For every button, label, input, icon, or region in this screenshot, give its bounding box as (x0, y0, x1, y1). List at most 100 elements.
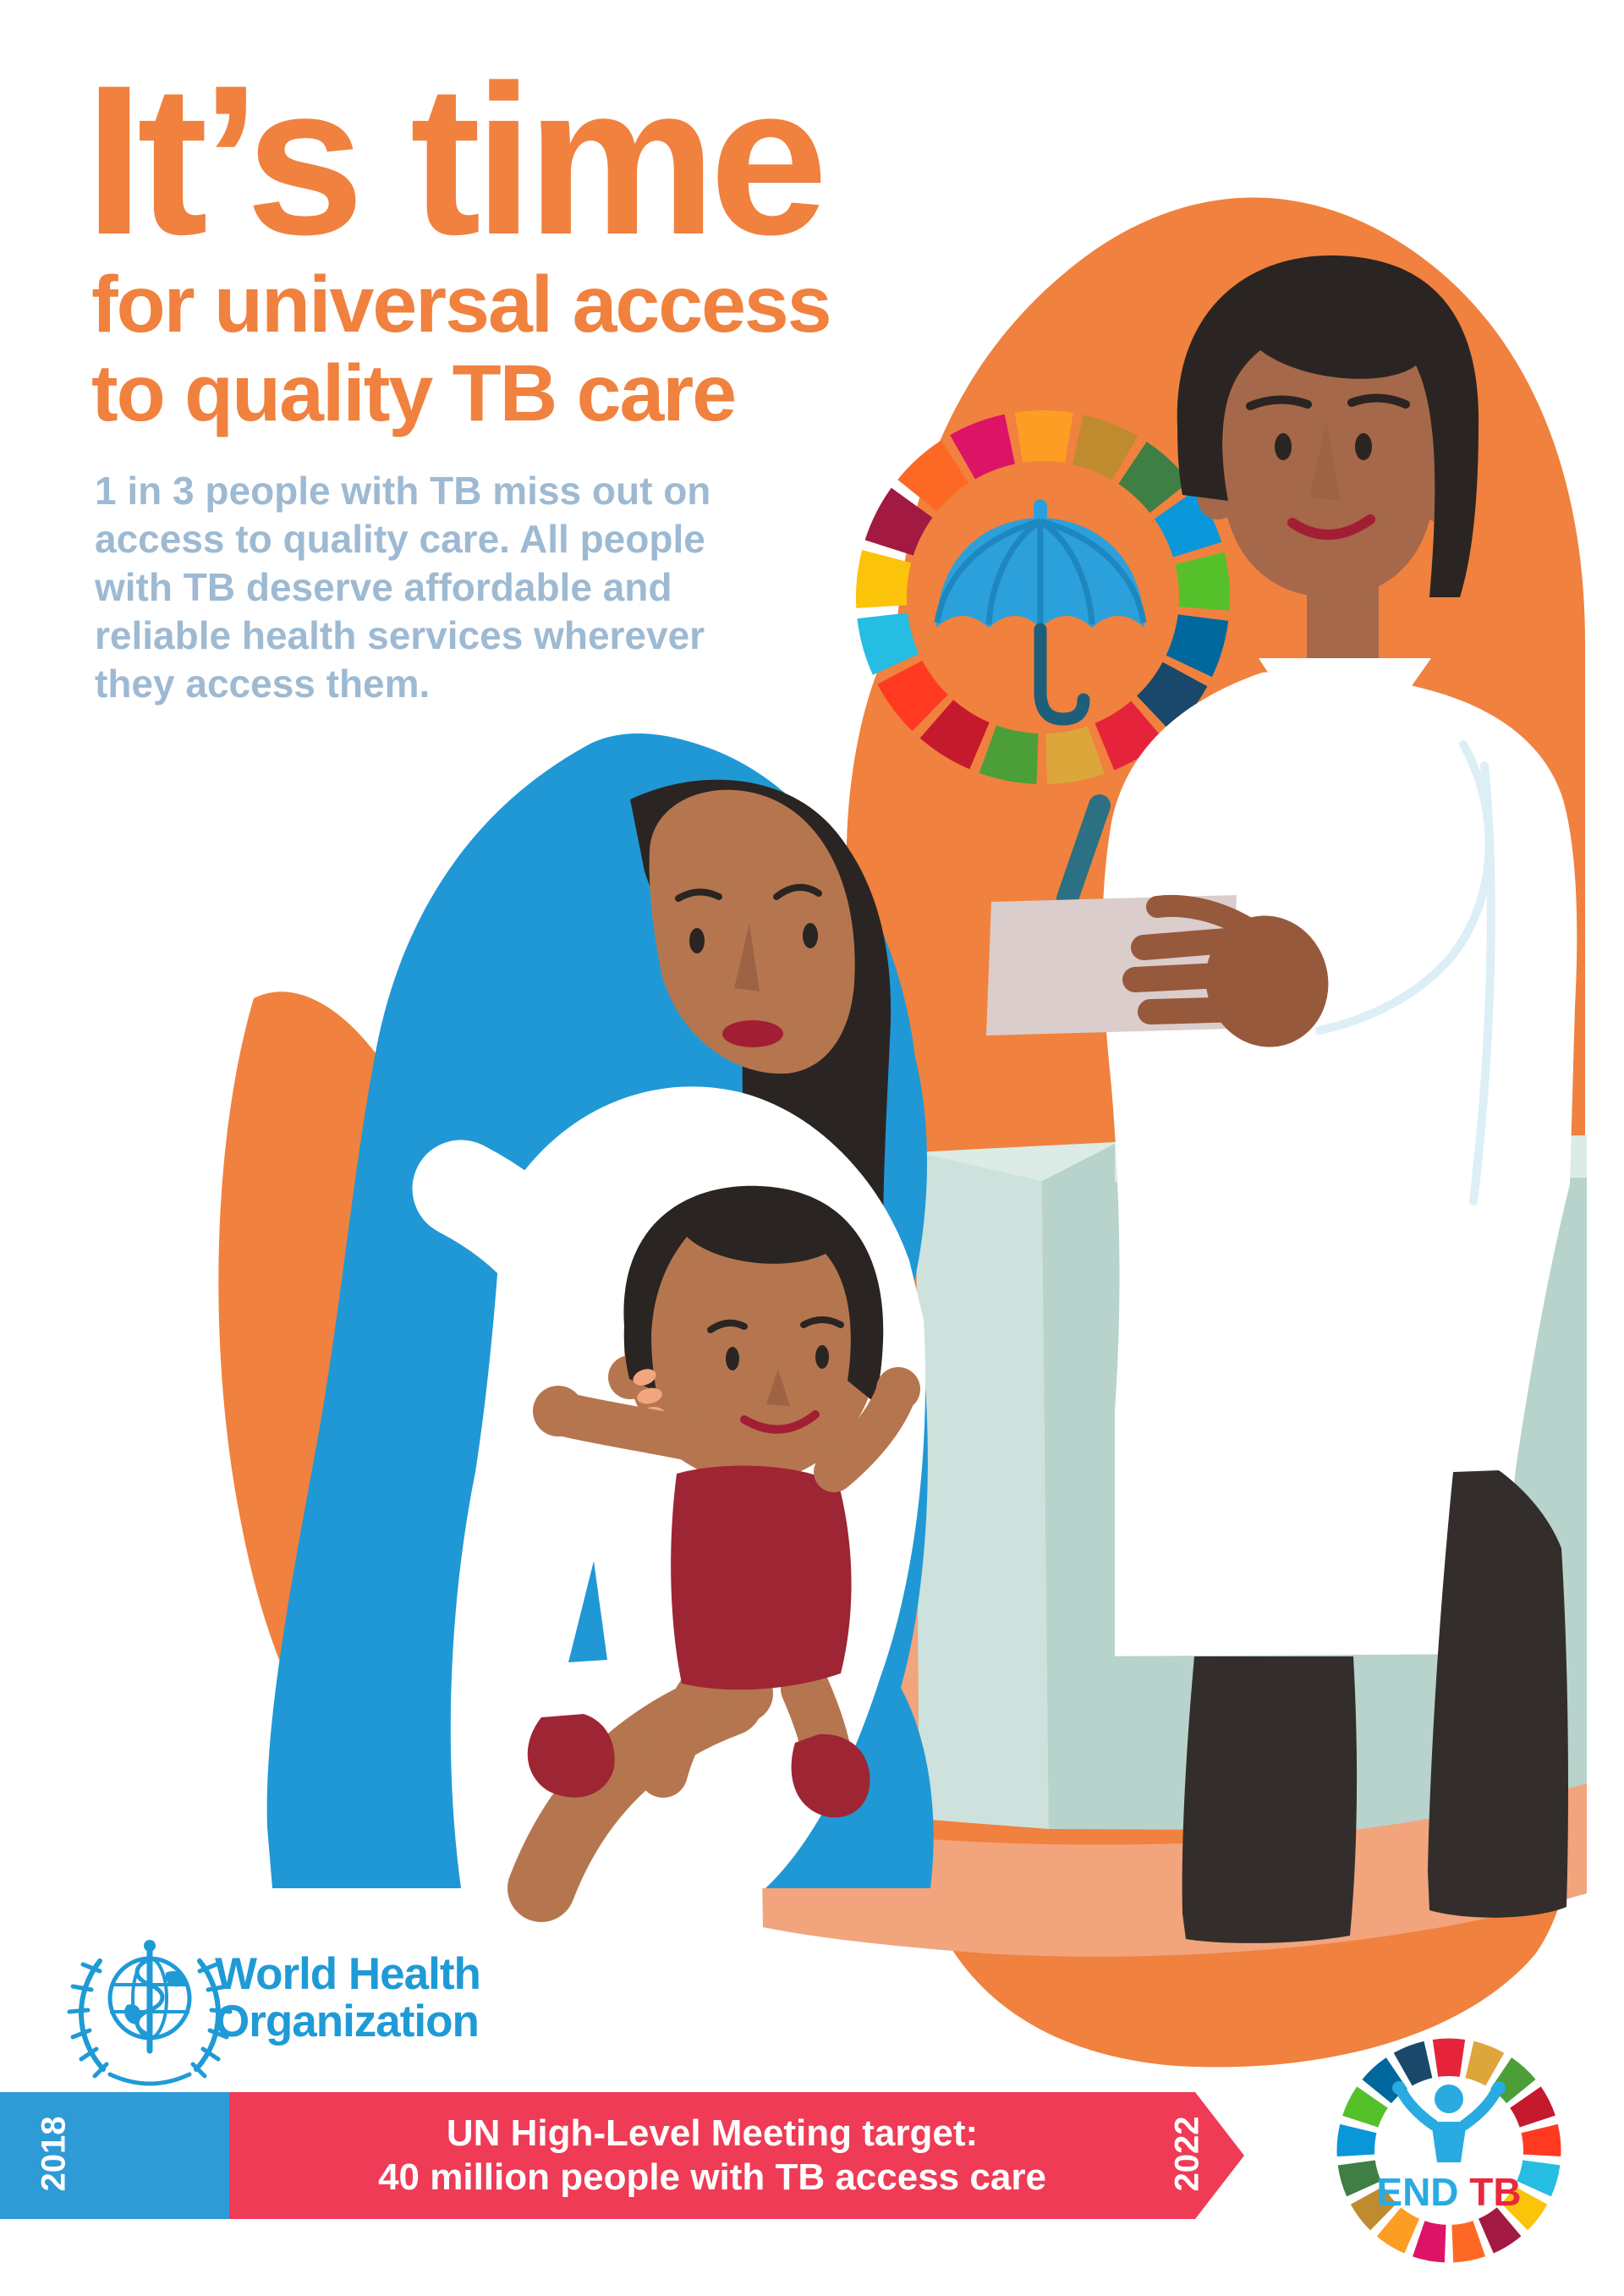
baby-nose (766, 1369, 790, 1406)
sdg-segment (1520, 2123, 1561, 2157)
who-emblem-icon (67, 1940, 233, 2086)
baby-hand-left (533, 1386, 584, 1436)
sdg-segment (1072, 415, 1138, 481)
sdg-segment (1175, 552, 1230, 611)
body-paragraph: 1 in 3 people with TB miss out on access… (95, 469, 711, 706)
sdg-segment (855, 550, 912, 608)
sdg-segment (1478, 2206, 1522, 2254)
endtb-wheel-icon (1336, 2038, 1561, 2263)
baby-hair (623, 1185, 884, 1403)
doctor-eye-right (1355, 433, 1372, 460)
who-wreath-left (67, 1958, 109, 2079)
endtb-person-icon (1392, 2081, 1506, 2162)
endtb-logo (1336, 2038, 1561, 2263)
umbrella-icon (934, 499, 1147, 726)
mother-sleeve-notch (568, 1561, 607, 1662)
sdg-segment (950, 414, 1016, 480)
sdg-segment (1451, 2220, 1486, 2263)
baby-leg-left (639, 1661, 732, 1798)
sdg-segment (1464, 2041, 1505, 2087)
banner-start-year: 2018 (35, 2116, 73, 2192)
sdg-segment (1509, 2086, 1555, 2128)
sdg-segment (1393, 2041, 1434, 2087)
mother-nose (734, 924, 760, 991)
mother-eyebrows (675, 884, 822, 902)
sdg-segment (864, 487, 933, 557)
baby-bootie-left (527, 1714, 615, 1798)
sdg-segment (1045, 725, 1105, 784)
pen-icon (1056, 794, 1111, 909)
baby-eye-left (726, 1347, 739, 1370)
baby-eye-right (815, 1345, 829, 1369)
health-worker-illustration (986, 255, 1577, 1943)
sdg-segment (1014, 410, 1073, 464)
sdg-segment (1413, 2220, 1447, 2263)
who-wreath-right (190, 1958, 233, 2079)
banner-red-arrow (229, 2092, 1244, 2219)
umbrella-ribs (934, 518, 1147, 626)
sdg-segment (1432, 2038, 1466, 2078)
exam-table-front-face (916, 1152, 1049, 1829)
baby-hand-right (876, 1367, 920, 1411)
sdg-wheel-icon (855, 410, 1230, 784)
sdg-segment (1117, 442, 1190, 514)
sdg-segment (1342, 2086, 1389, 2128)
doctor-leg-left (1182, 1656, 1358, 1943)
endtb-wordmark: END TB (1376, 2169, 1521, 2215)
sdg-segment (857, 612, 919, 675)
banner-target-line2: 40 million people with TB access care (378, 2156, 1046, 2198)
doctor-nose (1309, 423, 1341, 501)
sdg-segment (1336, 2123, 1378, 2157)
mother-eye-left (689, 928, 705, 953)
who-text-line1: World Health (215, 1949, 481, 1999)
baby-eyebrows (707, 1316, 844, 1333)
floor-salmon (761, 1783, 1587, 1957)
endtb-end-label: END (1376, 2170, 1459, 2214)
sdg-segment (919, 699, 990, 770)
baby-hair-curl (743, 1189, 770, 1262)
mother-sleeve (412, 1140, 657, 1697)
mother-eye-right (803, 923, 818, 948)
mother-face (649, 789, 855, 1074)
sdg-segment (1166, 613, 1229, 678)
exam-table-front (916, 1144, 1115, 1829)
doctor-eye-left (1275, 433, 1292, 460)
banner-target-line1: UN High-Level Meeting target: (446, 2112, 979, 2154)
doctor-hair (1177, 255, 1479, 597)
umbrella-handle (1034, 623, 1090, 726)
mother-lips (722, 1020, 783, 1047)
baby-romper (671, 1465, 852, 1690)
sdg-segment (1094, 700, 1165, 771)
doctor-coat-folds (1315, 740, 1495, 1206)
doctor-smile (1287, 514, 1375, 541)
sdg-segment (1154, 489, 1222, 558)
who-text-line2: Organization (215, 1997, 480, 2046)
doctor-eyebrows (1246, 393, 1410, 410)
doctor-leg-right (1428, 1470, 1568, 1918)
sdg-segment (897, 440, 969, 513)
banner-end-year: 2022 (1168, 2116, 1206, 2192)
banner-target-text: UN High-Level Meeting target: 40 million… (229, 2112, 1195, 2200)
sdg-segment (1337, 2159, 1382, 2197)
baby-smile (740, 1410, 820, 1434)
sdg-segment (979, 725, 1040, 784)
endtb-tb-label: TB (1469, 2170, 1522, 2214)
subtitle-line2: to quality TB care (91, 348, 737, 438)
baby-illustration (527, 1185, 920, 1818)
sdg-segment (1350, 2185, 1398, 2231)
page-title: It’s time (85, 41, 828, 279)
baby-arm-left (543, 1392, 709, 1460)
sdg-segment (1136, 661, 1208, 733)
sdg-segment (877, 660, 949, 732)
sdg-segment (1490, 2057, 1536, 2105)
sdg-segment (1500, 2185, 1548, 2231)
sdg-segment (1516, 2159, 1561, 2197)
baby-bootie-right (791, 1733, 870, 1818)
subtitle-line1: for universal access (91, 260, 832, 349)
banner-blue-block (0, 2092, 229, 2219)
sdg-segment (1362, 2057, 1408, 2105)
timeline-banner (0, 2092, 1244, 2219)
doctor-hand (1122, 894, 1329, 1047)
